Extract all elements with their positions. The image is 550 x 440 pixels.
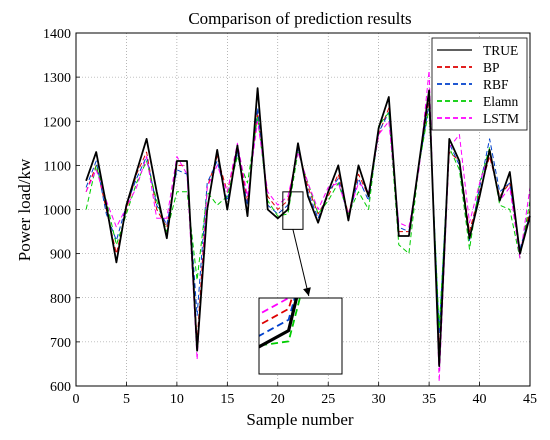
series-line-lstm [85,70,531,383]
x-tick-label: 5 [123,392,130,407]
x-tick-label: 35 [422,392,436,407]
x-tick-label: 25 [321,392,335,407]
x-axis-label: Sample number [246,410,354,429]
y-tick-label: 1000 [43,204,71,219]
legend-label-bp: BP [483,60,500,75]
y-tick-label: 900 [50,248,71,263]
y-tick-label: 800 [50,292,71,307]
x-tick-label: 0 [73,392,80,407]
series-line-true [85,87,531,368]
y-tick-label: 1200 [43,115,71,130]
zoom-inset-frame [258,297,343,375]
zoom-arrow-line [292,229,310,297]
x-tick-label: 40 [473,392,487,407]
zoom-arrow-head [303,287,311,296]
zoom-inset-background [259,298,342,374]
series-line-bp [85,98,531,352]
y-axis-label: Power load/kw [15,158,34,261]
y-tick-label: 1100 [44,159,71,174]
chart-title: Comparison of prediction results [188,9,411,28]
x-tick-label: 45 [523,392,537,407]
x-tick-label: 15 [220,392,234,407]
x-tick-label: 30 [372,392,386,407]
legend-label-elamn: Elamn [483,94,518,109]
x-tick-label: 10 [170,392,184,407]
series-layer [85,70,531,383]
y-tick-label: 1400 [43,27,71,42]
legend-label-true: TRUE [483,43,518,58]
zoom-layer [258,191,343,375]
y-tick-label: 600 [50,380,71,395]
ticks: 0 5 10 15 20 25 30 35 40 45 600 700 800 900 1000 1100 12… [43,27,537,407]
y-tick-label: 700 [50,336,71,351]
legend: TRUE BP RBF Elamn LSTM [431,37,528,131]
y-tick-label: 1300 [43,71,71,86]
legend-label-lstm: LSTM [483,111,519,126]
x-tick-label: 20 [271,392,285,407]
legend-label-rbf: RBF [483,77,509,92]
